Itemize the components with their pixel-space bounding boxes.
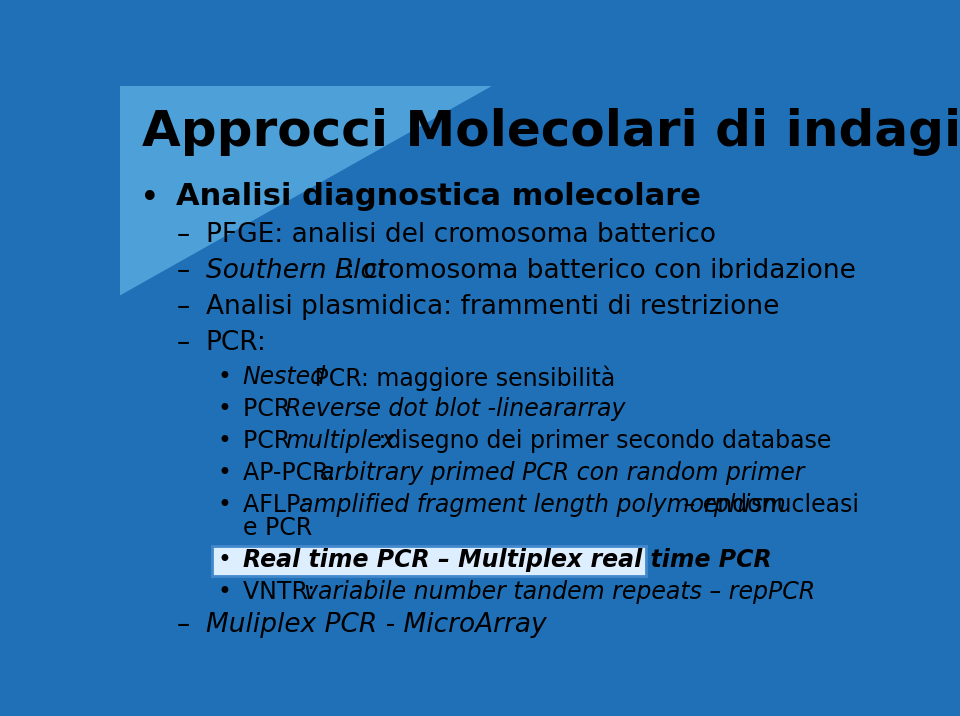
Text: •: • — [217, 365, 231, 390]
Text: VNTR:: VNTR: — [243, 581, 323, 604]
Text: –: – — [177, 329, 190, 356]
Text: multiplex: multiplex — [285, 430, 396, 453]
Text: e PCR: e PCR — [243, 516, 312, 541]
Text: –: – — [177, 612, 190, 638]
Text: –: – — [177, 258, 190, 284]
Text: Analisi plasmidica: frammenti di restrizione: Analisi plasmidica: frammenti di restriz… — [205, 294, 779, 320]
Text: amplified fragment length polymorphism: amplified fragment length polymorphism — [300, 493, 786, 518]
Text: •: • — [217, 430, 231, 453]
Text: AFLP:: AFLP: — [243, 493, 316, 518]
Text: •: • — [217, 548, 231, 572]
FancyBboxPatch shape — [211, 546, 646, 576]
Text: Nested: Nested — [243, 365, 325, 390]
Text: AP-PCR:: AP-PCR: — [243, 461, 343, 485]
Text: : cromosoma batterico con ibridazione: : cromosoma batterico con ibridazione — [346, 258, 855, 284]
Text: –: – — [177, 222, 190, 248]
Text: :disegno dei primer secondo database: :disegno dei primer secondo database — [371, 430, 831, 453]
Text: Real time PCR – Multiplex real time PCR: Real time PCR – Multiplex real time PCR — [243, 548, 772, 572]
Text: –: – — [177, 294, 190, 320]
Text: PCR:: PCR: — [205, 329, 267, 356]
Text: Approcci Molecolari di indagine: Approcci Molecolari di indagine — [142, 108, 960, 156]
Text: Analisi diagnostica molecolare: Analisi diagnostica molecolare — [176, 183, 701, 211]
Text: PCR: maggiore sensibilità: PCR: maggiore sensibilità — [307, 365, 615, 391]
Text: •: • — [217, 493, 231, 518]
Text: •: • — [217, 581, 231, 604]
Text: •: • — [217, 461, 231, 485]
Text: Muliplex PCR - MicroArray: Muliplex PCR - MicroArray — [205, 612, 546, 638]
Text: – endonucleasi: – endonucleasi — [676, 493, 859, 518]
Text: Reverse dot blot -lineararray: Reverse dot blot -lineararray — [285, 397, 626, 422]
Text: PCR: PCR — [243, 397, 298, 422]
Polygon shape — [120, 86, 492, 296]
Text: •: • — [140, 183, 159, 216]
Text: PCR: PCR — [243, 430, 298, 453]
Text: variabile number tandem repeats – repPCR: variabile number tandem repeats – repPCR — [304, 581, 816, 604]
Text: arbitrary primed PCR con random primer: arbitrary primed PCR con random primer — [321, 461, 804, 485]
Text: •: • — [217, 397, 231, 422]
Text: PFGE: analisi del cromosoma batterico: PFGE: analisi del cromosoma batterico — [205, 222, 715, 248]
Text: Southern Blot: Southern Blot — [205, 258, 387, 284]
